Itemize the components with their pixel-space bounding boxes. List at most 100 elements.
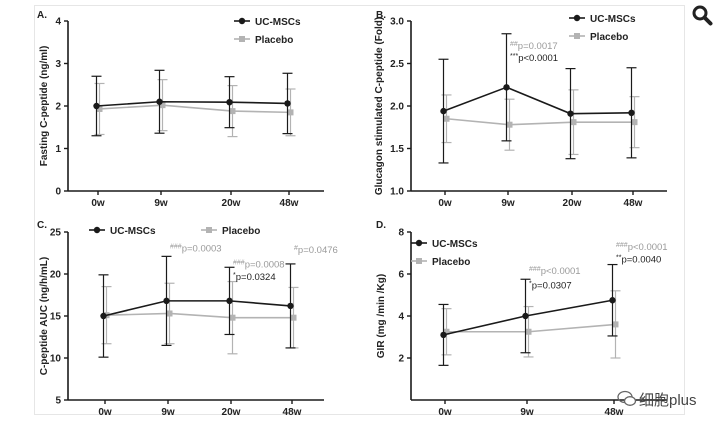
legend-label: Placebo — [432, 257, 470, 268]
chart-panel-b: B. 1.0 1.5 2.0 2.5 3.0 0w 9w 20w 48w Glucagon stim… — [374, 10, 667, 209]
significance-annotation: ###p<0.0001 — [616, 241, 668, 253]
y-tick-label: 4 — [55, 17, 61, 28]
annotation-pvalue: p=0.0017 — [518, 41, 558, 52]
x-tick-label: 9w — [501, 198, 515, 209]
y-tick-label: 4 — [398, 312, 404, 323]
data-point — [612, 321, 619, 328]
data-point — [287, 109, 294, 116]
significance-annotation: *p=0.0307 — [529, 280, 572, 292]
data-point — [96, 105, 103, 112]
annotation-marker: ## — [510, 41, 518, 48]
legend-swatch-marker — [239, 36, 245, 42]
y-axis-label: Fasting C-peptide (ng/ml) — [39, 46, 50, 167]
annotation-pvalue: p=0.0040 — [621, 254, 661, 265]
legend-label: Placebo — [590, 32, 628, 43]
series-line — [106, 312, 294, 319]
chart-panel-d: D. 2 4 6 8 0w 9w 48w GIR (mg /min /Kg) UC-MSCs Pla… — [376, 220, 668, 418]
data-point — [503, 84, 510, 91]
y-tick-label: 2 — [398, 354, 404, 365]
x-tick-label: 9w — [520, 407, 534, 418]
annotation-marker: ### — [529, 266, 541, 273]
annotation-marker: ### — [170, 243, 182, 250]
legend-swatch-marker — [206, 227, 212, 233]
y-tick-label: 1.0 — [390, 187, 404, 198]
x-tick-label: 0w — [438, 407, 452, 418]
annotation-marker: ### — [616, 241, 628, 248]
x-tick-label: 9w — [161, 407, 175, 418]
series-line — [443, 86, 632, 115]
panel-label: A. — [37, 10, 47, 21]
y-tick-label: 2.0 — [390, 102, 404, 113]
series-line — [96, 100, 288, 107]
legend-label: UC-MSCs — [255, 17, 301, 28]
y-tick-label: 3.0 — [390, 17, 404, 28]
annotation-marker: ** — [616, 254, 622, 261]
annotation-pvalue: p=0.0324 — [236, 272, 276, 283]
data-point — [628, 109, 635, 117]
x-tick-label: 48w — [280, 198, 299, 209]
x-tick-label: 20w — [222, 198, 241, 209]
significance-annotation: *p=0.0324 — [233, 271, 276, 283]
legend-swatch-marker — [573, 14, 581, 22]
x-tick-label: 0w — [91, 198, 105, 209]
y-axis-label: GIR (mg /min /Kg) — [376, 274, 387, 358]
y-tick-label: 2 — [55, 102, 61, 113]
y-tick-label: 5 — [55, 396, 61, 407]
chart-panel-a: A. 0 1 2 3 4 0w 9w 20w 48w Fasting C-peptide (ng/m… — [37, 10, 324, 209]
data-point — [567, 110, 574, 117]
series-line — [103, 300, 291, 317]
y-axis-label: Glucagon stimulated C-peptide (Fold) — [374, 17, 385, 195]
data-point — [522, 312, 529, 320]
data-point — [631, 119, 638, 126]
legend-label: UC-MSCs — [110, 226, 156, 237]
data-point — [100, 312, 107, 320]
significance-annotation: #p=0.0476 — [294, 245, 338, 257]
annotation-pvalue: p<0.0001 — [628, 242, 668, 253]
y-tick-label: 0 — [55, 187, 61, 198]
x-tick-label: 48w — [605, 407, 624, 418]
y-tick-label: 25 — [50, 228, 62, 239]
panel-label: B. — [376, 10, 386, 21]
wechat-bubble-icon — [617, 390, 637, 406]
data-point — [284, 100, 291, 107]
y-tick-label: 3 — [55, 59, 61, 70]
panel-label: C. — [37, 220, 47, 231]
annotation-pvalue: p=0.0008 — [245, 259, 285, 270]
data-point — [609, 297, 616, 304]
legend-swatch-marker — [93, 226, 101, 234]
data-point — [506, 121, 513, 128]
y-tick-label: 2.5 — [390, 59, 404, 70]
significance-annotation: **p=0.0040 — [616, 254, 661, 266]
x-tick-label: 20w — [563, 198, 582, 209]
x-tick-label: 0w — [438, 198, 452, 209]
significance-annotation: ###p=0.0008 — [233, 259, 285, 271]
data-point — [156, 98, 163, 105]
x-tick-label: 9w — [154, 198, 168, 209]
annotation-pvalue: p<0.0001 — [518, 53, 558, 64]
annotation-marker: *** — [510, 52, 518, 59]
annotation-pvalue: p<0.0001 — [541, 266, 581, 277]
y-tick-label: 15 — [50, 312, 62, 323]
zoom-button[interactable] — [691, 4, 713, 26]
y-tick-label: 1.5 — [390, 144, 404, 155]
significance-annotation: ###p=0.0003 — [170, 243, 222, 255]
data-point — [163, 297, 170, 305]
legend-swatch-marker — [238, 17, 246, 25]
data-point — [443, 328, 450, 335]
annotation-pvalue: p=0.0307 — [532, 281, 572, 292]
legend-label: Placebo — [222, 226, 260, 237]
watermark-text: 细胞plus — [639, 392, 697, 409]
data-point — [229, 314, 236, 321]
data-point — [229, 108, 236, 115]
legend-label: UC-MSCs — [590, 14, 636, 25]
data-point — [166, 310, 173, 317]
data-point — [443, 115, 450, 122]
data-point — [93, 102, 100, 110]
figure-frame — [34, 5, 685, 415]
data-point — [440, 331, 447, 339]
annotation-pvalue: p=0.0476 — [298, 245, 338, 256]
annotation-marker: * — [529, 280, 532, 287]
legend-swatch-marker — [574, 33, 580, 39]
data-point — [226, 98, 233, 106]
